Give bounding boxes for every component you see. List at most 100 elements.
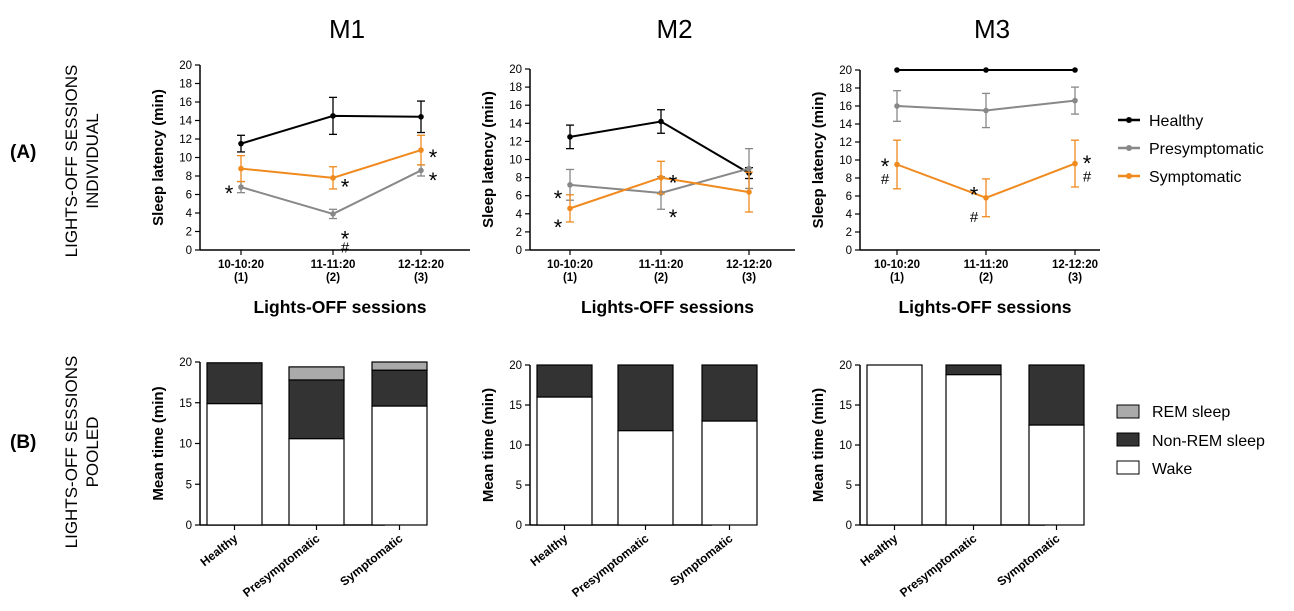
y-axis-label: Sleep latency (min)	[150, 89, 167, 226]
y-tick-label: 20	[179, 60, 192, 72]
x-tick-label: Symptomatic	[994, 531, 1062, 589]
x-tick-label: Healthy	[528, 531, 571, 569]
data-point	[746, 189, 752, 195]
chart-title: M1	[329, 14, 365, 44]
bar-segment-wake	[945, 374, 1002, 526]
y-tick-label: 10	[839, 440, 852, 452]
significance-marker: *	[669, 205, 678, 230]
data-point	[746, 165, 752, 172]
bar-segment-wake	[288, 438, 345, 526]
y-tick-label: 10	[839, 155, 852, 167]
legend-presymptomatic-marker	[1126, 145, 1132, 151]
panel-label-b: (B)	[10, 432, 36, 453]
bar-segment-wake	[701, 420, 758, 526]
y-tick-label: 6	[186, 190, 192, 202]
y-tick-label: 0	[516, 245, 522, 257]
data-point	[658, 174, 664, 181]
bar-segment-wake	[866, 364, 923, 526]
y-axis-label: Sleep latency (min)	[810, 92, 827, 229]
y-tick-label: 5	[846, 480, 852, 492]
x-tick-label: Symptomatic	[337, 531, 405, 589]
significance-marker: #	[341, 239, 350, 256]
y-tick-label: 8	[516, 173, 522, 185]
bar-segment-wake	[206, 402, 263, 526]
y-tick-label: 12	[179, 134, 192, 146]
x-tick-label: Symptomatic	[667, 531, 735, 589]
y-tick-label: 15	[839, 400, 852, 412]
y-tick-label: 10	[179, 439, 192, 451]
y-axis-label: Mean time (min)	[480, 388, 497, 502]
y-tick-label: 20	[509, 360, 522, 372]
series-line-symptomatic	[240, 149, 422, 179]
y-tick-label: 8	[186, 171, 192, 183]
data-point	[418, 147, 424, 153]
chart-3: M3 0 2 4 6 8 10 12 14 16 18 20 10-10:20(1) 11-11:20(2…	[810, 14, 1100, 317]
legend-symptomatic-label: Symptomatic	[1149, 169, 1241, 186]
significance-marker: *	[1083, 151, 1092, 176]
significance-marker: *	[554, 215, 563, 240]
data-point	[1072, 160, 1078, 167]
chart-4: 0 5 10 15 20 Mean time (min) Healthy Presymptom…	[150, 357, 428, 600]
significance-marker: *	[429, 168, 438, 193]
y-axis-label: Mean time (min)	[810, 388, 827, 502]
panel-label-a: (A)	[10, 142, 36, 163]
y-tick-label: 0	[516, 520, 522, 532]
legend-healthy-marker	[1126, 117, 1132, 123]
y-tick-label: 20	[839, 65, 852, 77]
legend-healthy-label: Healthy	[1149, 113, 1203, 130]
line-legend: Healthy Presymptomatic Symptomatic	[1118, 113, 1264, 186]
bar-segment-non-rem-sleep	[701, 364, 758, 422]
data-point	[238, 184, 244, 190]
bar-segment-non-rem-sleep	[206, 362, 263, 405]
data-point	[1072, 97, 1078, 104]
chart-title: M3	[974, 14, 1010, 44]
y-tick-label: 18	[839, 83, 852, 95]
x-tick-label: Healthy	[858, 531, 901, 569]
y-tick-label: 2	[186, 227, 192, 239]
significance-marker: *	[669, 171, 678, 196]
x-tick-label: 11-11:20	[311, 259, 356, 271]
row-b-label-line2: POOLED	[83, 417, 102, 488]
y-tick-label: 6	[846, 191, 852, 203]
y-tick-label: 6	[516, 191, 522, 203]
bar-segment-non-rem-sleep	[371, 369, 428, 407]
y-tick-label: 18	[179, 79, 192, 91]
y-tick-label: 20	[839, 360, 852, 372]
bar-segment-non-rem-sleep	[945, 364, 1002, 376]
bar-segment-wake	[371, 405, 428, 526]
bar-segment-wake	[1028, 424, 1085, 526]
y-tick-label: 16	[509, 100, 522, 112]
y-tick-label: 14	[179, 116, 192, 128]
chart-1: M1 0 2 4 6 8 10 12 14 16 18 20 10-10:20(1) 11-11:20(2…	[150, 14, 470, 317]
significance-marker: #	[1083, 168, 1092, 185]
data-point	[418, 114, 424, 120]
data-point	[894, 67, 900, 73]
data-point	[983, 67, 989, 73]
data-point	[567, 205, 573, 212]
x-axis-label: Lights-OFF sessions	[898, 297, 1071, 317]
y-tick-label: 14	[839, 119, 852, 131]
legend-presymptomatic-label: Presymptomatic	[1149, 141, 1264, 158]
x-tick-sublabel: (2)	[326, 272, 340, 284]
legend-nrem-swatch	[1116, 432, 1140, 447]
plots-layer: M10246810121416182010-10:20(1)11-11:20(2…	[150, 14, 1100, 600]
y-tick-label: 0	[846, 520, 852, 532]
significance-marker: *	[881, 154, 890, 179]
x-tick-label: Presymptomatic	[569, 531, 651, 600]
y-tick-label: 16	[179, 97, 192, 109]
bar-segment-wake	[617, 430, 674, 526]
bar-segment-non-rem-sleep	[617, 364, 674, 432]
x-tick-sublabel: (3)	[414, 272, 428, 284]
x-tick-sublabel: (2)	[654, 272, 668, 284]
y-tick-label: 12	[839, 137, 852, 149]
x-tick-label: 12-12:20	[1052, 259, 1098, 271]
series-line-healthy	[569, 120, 750, 174]
series-line-presymptomatic	[569, 167, 750, 194]
row-a-label-line1: LIGHTS-OFF SESSIONS	[62, 65, 81, 258]
bar-segment-rem-sleep	[371, 361, 428, 371]
data-point	[330, 113, 336, 119]
y-tick-label: 0	[186, 520, 192, 532]
y-tick-label: 16	[839, 101, 852, 113]
x-tick-label: 10-10:20	[218, 259, 264, 271]
data-point	[418, 167, 424, 174]
